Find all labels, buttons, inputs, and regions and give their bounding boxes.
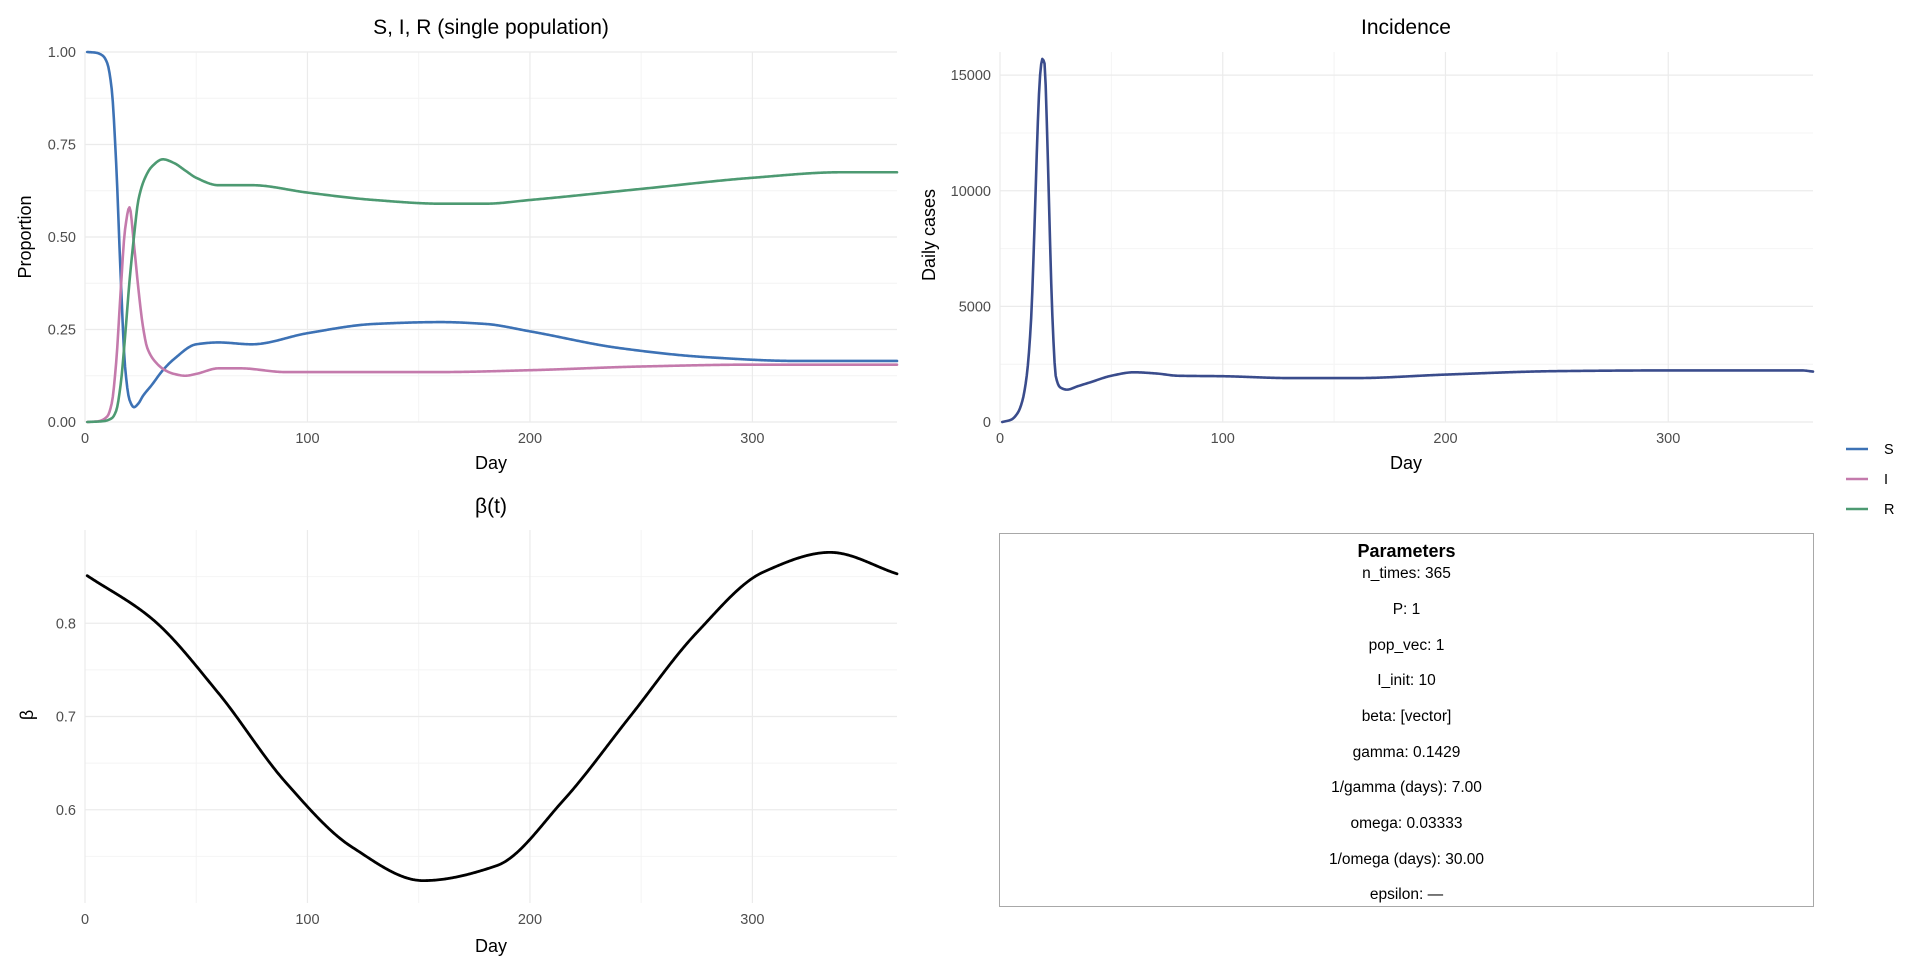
y-tick-label: 0.75 — [48, 138, 76, 154]
y-tick-label: 5000 — [959, 299, 991, 315]
series-line-i — [85, 206, 899, 424]
y-tick-label: 0.8 — [56, 616, 76, 632]
sir-ticks: 0 100 200 300 0.00 0.25 0.50 0.75 1.00 — [48, 45, 765, 447]
legend-label-s: S — [1884, 442, 1894, 458]
param-line: P: 1 — [1392, 601, 1421, 618]
param-line: omega: 0.03333 — [1350, 815, 1463, 832]
y-tick-label: 0.25 — [48, 323, 76, 339]
param-line: n_times: 365 — [1362, 565, 1451, 582]
y-tick-label: 10000 — [951, 184, 991, 200]
y-tick-label: 1.00 — [48, 45, 76, 61]
incidence-xlabel: Day — [1390, 453, 1422, 473]
legend-label-i: I — [1884, 472, 1888, 488]
x-tick-label: 0 — [81, 431, 89, 447]
y-tick-label: 15000 — [951, 68, 991, 84]
beta-grid — [84, 530, 897, 903]
incidence-lines — [1000, 57, 1815, 424]
x-tick-label: 300 — [740, 431, 764, 447]
y-tick-label: 0 — [983, 415, 991, 431]
y-tick-label: 0.6 — [56, 803, 76, 819]
y-tick-label: 0.00 — [48, 415, 76, 431]
param-line: epsilon: — — [1369, 886, 1444, 903]
sir-ylabel: Proportion — [15, 195, 35, 278]
param-line: 1/gamma (days): 7.00 — [1331, 779, 1482, 796]
sir-grid — [84, 51, 897, 423]
x-tick-label: 200 — [518, 912, 542, 928]
param-line: 1/omega (days): 30.00 — [1328, 851, 1485, 868]
series-line-s — [85, 50, 899, 409]
param-line: I_init: 10 — [1377, 672, 1436, 689]
beta-lines — [85, 550, 899, 883]
beta-ticks: 0 100 200 300 0.6 0.7 0.8 — [56, 616, 765, 928]
beta-xlabel: Day — [475, 936, 507, 956]
incidence-ticks: 0 100 200 300 0 5000 10000 15000 — [951, 68, 1681, 447]
incidence-grid — [999, 52, 1813, 423]
parameters-panel: Parameters n_times: 365 P: 1 pop_vec: 1 … — [999, 533, 1814, 907]
incidence-ylabel: Daily cases — [919, 189, 939, 281]
sir-xlabel: Day — [475, 453, 507, 473]
x-tick-label: 100 — [1211, 431, 1235, 447]
beta-line — [85, 550, 899, 883]
param-line: gamma: 0.1429 — [1352, 744, 1461, 761]
sir-lines — [85, 50, 899, 424]
param-line: pop_vec: 1 — [1368, 637, 1445, 654]
beta-ylabel: β — [17, 710, 37, 720]
series-line-r — [85, 158, 899, 424]
x-tick-label: 0 — [996, 431, 1004, 447]
y-tick-label: 0.7 — [56, 710, 76, 726]
incidence-title: Incidence — [1361, 16, 1451, 39]
x-tick-label: 100 — [295, 912, 319, 928]
sir-title: S, I, R (single population) — [373, 16, 609, 39]
x-tick-label: 300 — [1656, 431, 1680, 447]
x-tick-label: 100 — [295, 431, 319, 447]
x-tick-label: 0 — [81, 912, 89, 928]
x-tick-label: 200 — [518, 431, 542, 447]
incidence-line — [1000, 57, 1815, 424]
param-line: beta: [vector] — [1361, 708, 1452, 725]
y-tick-label: 0.50 — [48, 230, 76, 246]
beta-title: β(t) — [475, 495, 507, 518]
legend: S I R — [1846, 442, 1894, 518]
parameters-title: Parameters — [1357, 541, 1456, 561]
x-tick-label: 200 — [1433, 431, 1457, 447]
x-tick-label: 300 — [740, 912, 764, 928]
legend-label-r: R — [1884, 502, 1894, 518]
